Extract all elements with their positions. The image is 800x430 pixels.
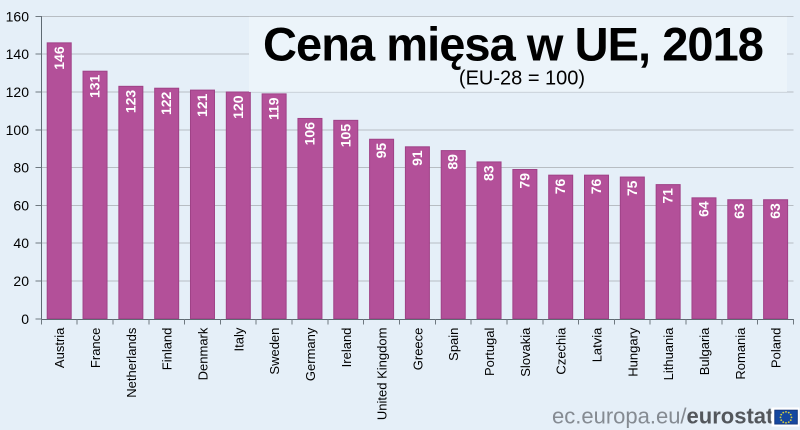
svg-text:63: 63 <box>767 203 783 219</box>
svg-text:United Kingdom: United Kingdom <box>375 328 390 421</box>
svg-text:0: 0 <box>21 311 29 327</box>
svg-text:40: 40 <box>13 235 29 251</box>
svg-text:131: 131 <box>87 74 103 98</box>
svg-text:Austria: Austria <box>52 327 67 368</box>
svg-text:76: 76 <box>552 178 568 194</box>
svg-text:Czechia: Czechia <box>554 327 569 375</box>
svg-text:75: 75 <box>624 180 640 196</box>
svg-text:60: 60 <box>13 197 29 213</box>
svg-text:119: 119 <box>266 97 282 120</box>
svg-text:106: 106 <box>302 122 318 146</box>
svg-text:Portugal: Portugal <box>482 327 497 376</box>
svg-text:Hungary: Hungary <box>625 327 640 377</box>
svg-text:146: 146 <box>51 46 67 70</box>
svg-text:Cena mięsa w UE, 2018: Cena mięsa w UE, 2018 <box>263 18 763 71</box>
svg-text:120: 120 <box>6 84 30 100</box>
svg-text:Germany: Germany <box>303 327 318 381</box>
svg-text:Greece: Greece <box>410 328 425 371</box>
svg-text:76: 76 <box>588 178 604 194</box>
svg-text:Ireland: Ireland <box>339 328 354 368</box>
svg-text:95: 95 <box>373 143 389 159</box>
svg-text:Spain: Spain <box>446 328 461 361</box>
svg-text:80: 80 <box>13 160 29 176</box>
svg-text:63: 63 <box>731 203 747 219</box>
svg-text:140: 140 <box>6 46 30 62</box>
svg-text:Latvia: Latvia <box>590 327 605 362</box>
svg-text:120: 120 <box>230 95 246 119</box>
svg-text:Romania: Romania <box>733 327 748 380</box>
svg-text:Netherlands: Netherlands <box>124 327 139 398</box>
svg-text:Denmark: Denmark <box>196 327 211 380</box>
svg-text:71: 71 <box>660 188 676 204</box>
svg-text:79: 79 <box>516 173 532 189</box>
svg-text:89: 89 <box>445 154 461 170</box>
svg-text:ec.europa.eu/eurostat: ec.europa.eu/eurostat <box>552 404 774 429</box>
svg-text:20: 20 <box>13 273 29 289</box>
svg-text:64: 64 <box>695 201 711 217</box>
svg-text:Finland: Finland <box>160 328 175 371</box>
svg-text:Slovakia: Slovakia <box>518 327 533 377</box>
svg-text:160: 160 <box>6 8 30 24</box>
svg-text:Poland: Poland <box>769 328 784 368</box>
svg-text:Italy: Italy <box>231 327 246 351</box>
svg-text:Bulgaria: Bulgaria <box>697 327 712 375</box>
svg-text:122: 122 <box>158 91 174 115</box>
svg-text:83: 83 <box>481 165 497 181</box>
svg-text:91: 91 <box>409 150 425 166</box>
svg-text:Lithuania: Lithuania <box>661 327 676 381</box>
svg-text:France: France <box>88 328 103 368</box>
svg-text:Sweden: Sweden <box>267 328 282 375</box>
svg-text:(EU-28 = 100): (EU-28 = 100) <box>459 68 585 90</box>
svg-text:123: 123 <box>122 90 138 114</box>
svg-text:121: 121 <box>194 93 210 117</box>
svg-text:105: 105 <box>337 124 353 148</box>
svg-text:100: 100 <box>6 122 30 138</box>
